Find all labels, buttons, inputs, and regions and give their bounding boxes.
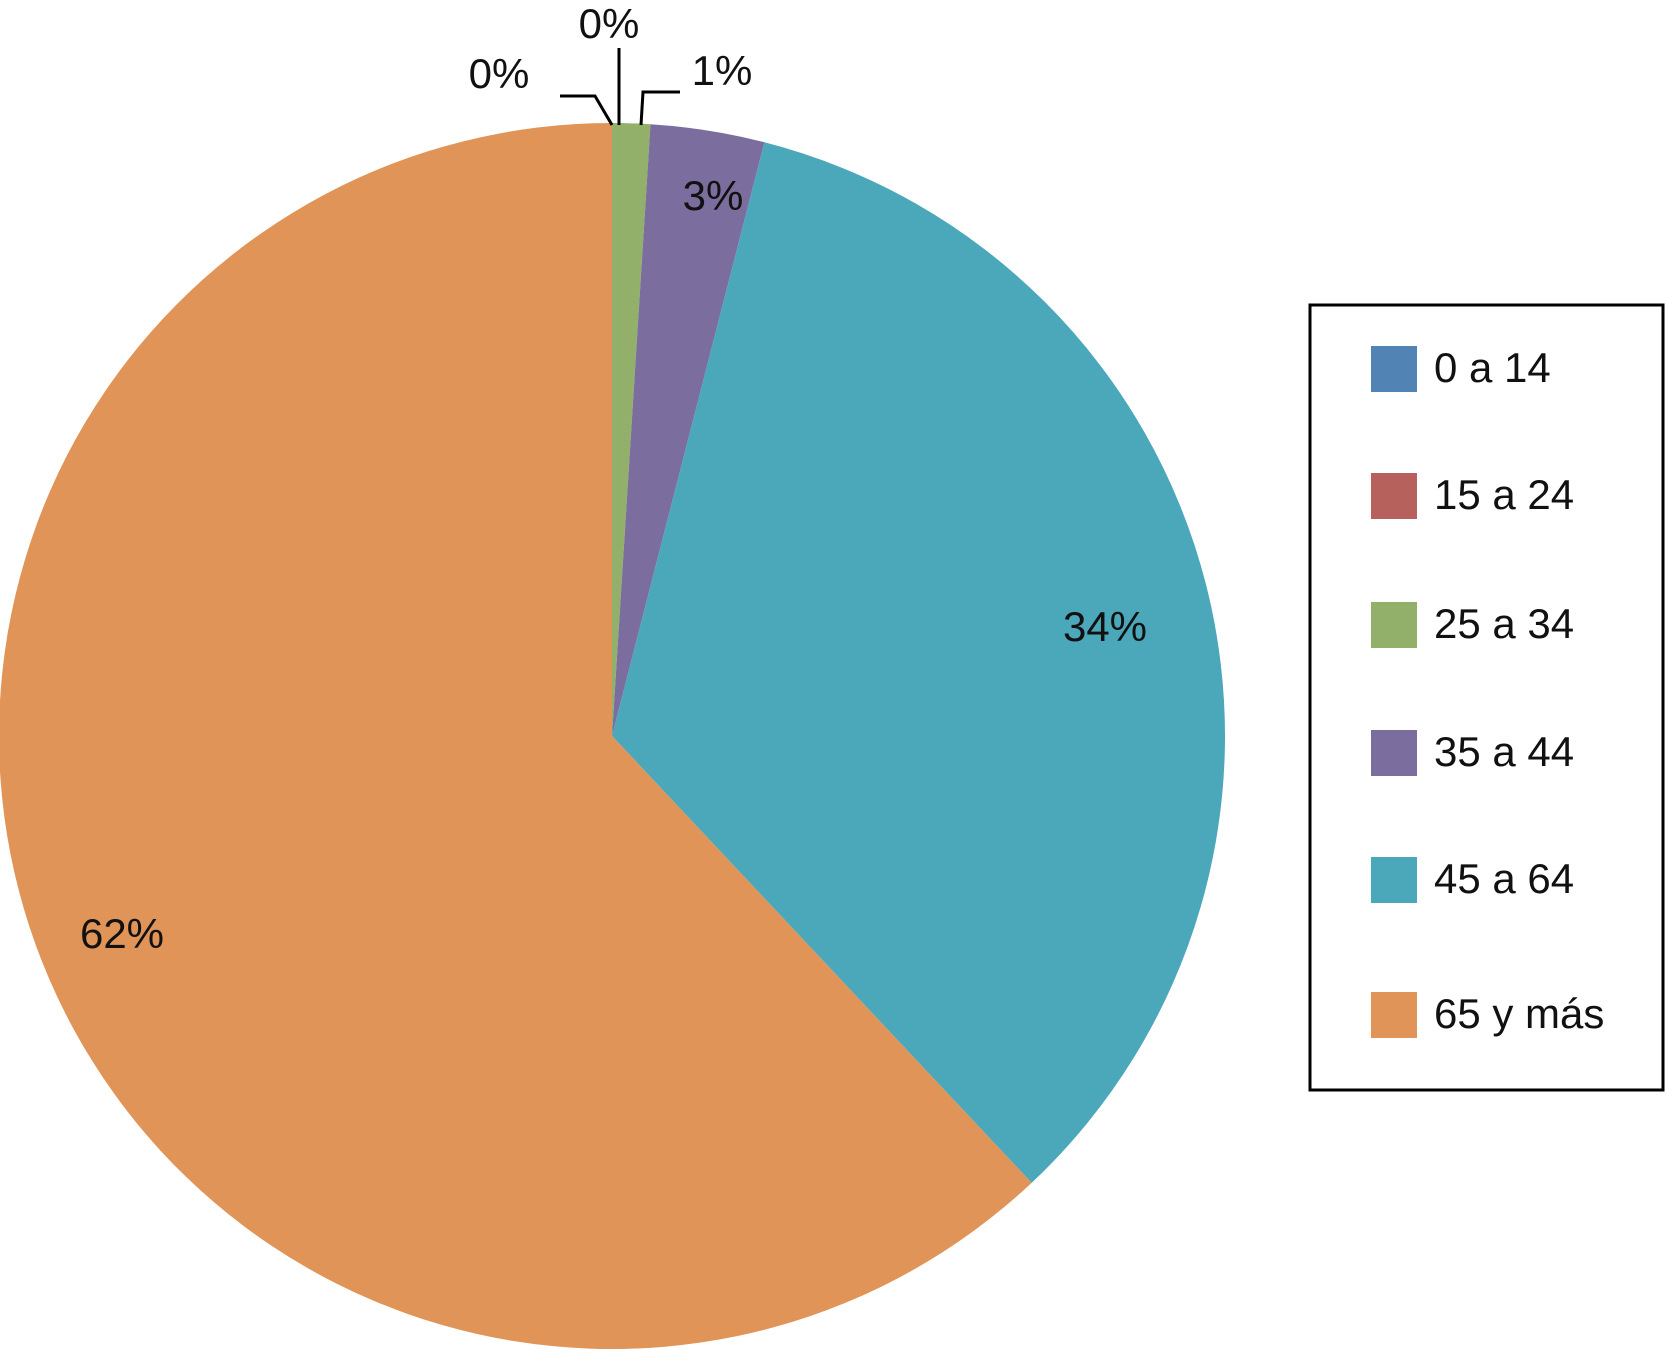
legend-label: 65 y más — [1434, 990, 1604, 1037]
leader-line — [560, 94, 614, 126]
legend-label: 15 a 24 — [1434, 471, 1574, 518]
data-label: 3% — [683, 172, 744, 219]
pie-slice — [612, 123, 651, 736]
legend-label: 45 a 64 — [1434, 855, 1574, 902]
legend-swatch — [1371, 346, 1417, 392]
data-label: 0% — [579, 0, 640, 47]
pie-slice — [612, 142, 1225, 1183]
legend-swatch — [1371, 602, 1417, 648]
data-label: 0% — [469, 50, 530, 97]
pie-slice — [0, 123, 1032, 1349]
data-label: 34% — [1063, 603, 1147, 650]
legend-swatch — [1371, 730, 1417, 776]
legend-box — [1308, 303, 1665, 1092]
legend-label: 0 a 14 — [1434, 344, 1551, 391]
data-label: 1% — [692, 47, 753, 94]
leader-lines — [560, 48, 680, 126]
legend-swatch — [1371, 857, 1417, 903]
legend-label: 25 a 34 — [1434, 600, 1574, 647]
leader-line — [639, 90, 680, 126]
legend-label: 35 a 44 — [1434, 728, 1574, 775]
pie-slice — [612, 124, 765, 737]
legend-swatch — [1371, 473, 1417, 519]
data-label: 62% — [80, 910, 164, 957]
legend-swatch — [1371, 992, 1417, 1038]
